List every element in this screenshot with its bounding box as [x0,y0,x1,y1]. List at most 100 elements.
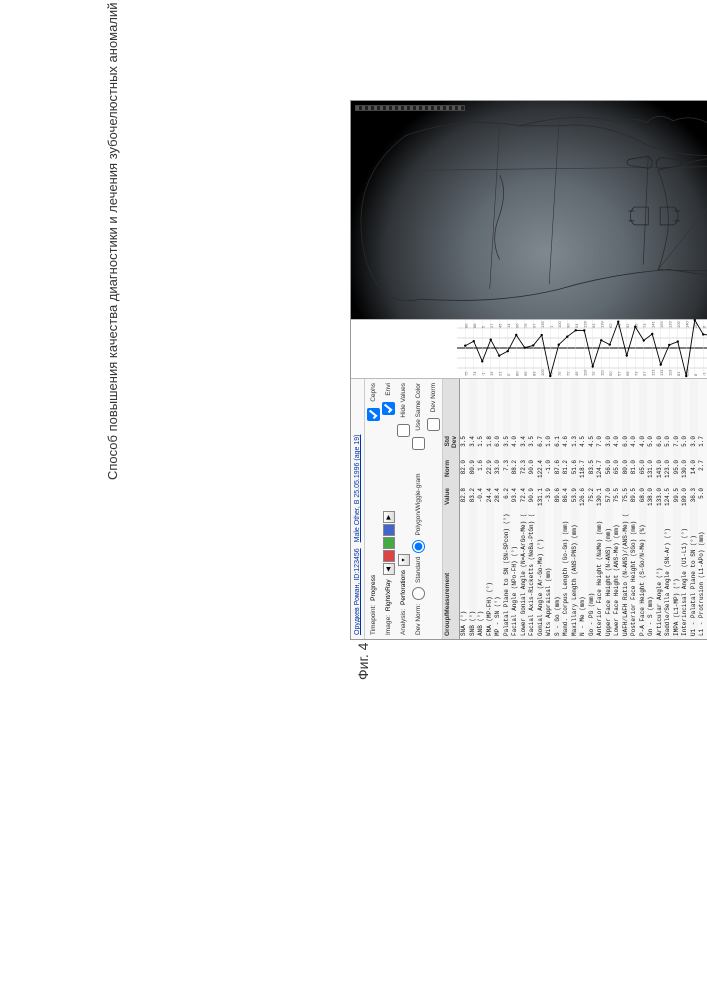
table-row[interactable]: Gonial Angle (Ar-Go-Me) (°)131.1122.46.7 [537,379,546,639]
table-row[interactable]: Posterior Face Height (SGo) (mm)89.581.0… [630,379,639,639]
meas-norm: 87.6 [554,458,563,486]
timepoint-label: Timepoint: [370,605,377,635]
table-row[interactable]: FMA (MP-FH) (°)24.422.91.8 [486,379,495,639]
meas-value: 5.0 [698,486,707,514]
table-row[interactable]: Articular Angle (°)133.0143.06.0 [656,379,665,639]
devnorm-label: Dev Norm: [415,604,422,635]
svg-text:75: 75 [463,371,468,376]
meas-name: Lower Gonial Angle (N=A-ArGo-Me) (°) [520,514,529,639]
color-button-red[interactable] [383,550,395,562]
meas-norm: 33.0 [494,458,503,486]
table-row[interactable]: Mand. Corpus Length (Go-Gn) (mm)86.481.2… [562,379,571,639]
svg-text:6: 6 [701,325,706,328]
meas-value: 126.6 [579,486,588,514]
meas-std: 3.5 [503,434,512,458]
patient-bar: Opyдкев Роман, ID:123456 Male Other, B 2… [351,379,365,639]
meas-std: 1.0 [545,434,554,458]
svg-text:14: 14 [506,323,511,328]
next-image-button[interactable]: ▶ [383,511,395,523]
meas-value: 83.2 [469,486,478,514]
meas-norm: 143.0 [656,458,665,486]
meas-name: Posterior Face Height (SGo) (mm) [630,514,639,639]
svg-text:8: 8 [693,373,698,376]
meas-value: 72.4 [520,486,529,514]
cephs-checkbox[interactable] [367,408,380,421]
meas-std: 7.0 [596,434,605,458]
table-row[interactable]: Wits Appraisal (mm)-3.9-1.01.0 [545,379,554,639]
prev-image-button[interactable]: ◀ [383,563,395,575]
sn-line [490,126,500,289]
table-row[interactable]: Palatal Plane to SN (SN-SPcon) (°)6.27.3… [503,379,512,639]
meas-norm: 80.9 [469,458,478,486]
table-row[interactable]: SNB (°)83.280.93.4 [469,379,478,639]
table-row[interactable]: Lower Gonial Angle (N=A-ArGo-Me) (°)72.4… [520,379,529,639]
analysis-dropdown[interactable]: ▾ [398,554,410,566]
table-row[interactable]: UAFH/LAFH Ratio (N-ANS)/(ANS-Me) (%)75.5… [622,379,631,639]
meas-name: Lower Face Height (ANS-Me) (mm) [613,514,622,639]
svg-text:68: 68 [625,371,630,376]
table-row[interactable]: MP - SN (°)28.433.06.0 [494,379,503,639]
meas-std: 3.4 [520,434,529,458]
standard-radio[interactable] [412,587,425,600]
meas-std: 5.0 [647,434,656,458]
meas-value: 53.9 [571,486,580,514]
table-row[interactable]: IMPA (L1-MP) (°)99.595.07.0 [673,379,682,639]
col-value: Value [443,486,459,514]
color-button-green[interactable] [383,537,395,549]
meas-norm: 65.0 [639,458,648,486]
palatal-plane-line [643,156,648,265]
envi-checkbox[interactable] [382,402,395,415]
table-row[interactable]: N - Me (mm)126.6118.74.5 [579,379,588,639]
perforations-value[interactable]: Perforations [400,570,407,605]
meas-name: ANB (°) [477,514,486,639]
svg-text:97: 97 [531,323,536,328]
meas-value: 28.4 [494,486,503,514]
meas-norm: 2.7 [698,458,707,486]
rightxray-value[interactable]: Right/xRay [385,579,392,611]
table-row[interactable]: S - Go (mm)89.687.66.1 [554,379,563,639]
table-row[interactable]: ANB (°)-0.41.61.5 [477,379,486,639]
table-row[interactable]: Lower Face Height (ANS-Me) (mm)75.565.04… [613,379,622,639]
meas-std: 3.0 [605,434,614,458]
table-row[interactable]: Saddle/Sella Angle (SN-Ar) (°)124.5123.0… [664,379,673,639]
table-row[interactable]: Gn - S (mm)138.0131.05.0 [647,379,656,639]
color-button-blue[interactable] [383,524,395,536]
devnorm2-checkbox[interactable] [427,418,440,431]
meas-name: SNA (°) [460,514,469,639]
table-row[interactable]: Maxillary Length (ANS-PNS) (mm)53.951.61… [571,379,580,639]
polygon-radio[interactable] [412,540,425,553]
svg-text:155: 155 [659,321,664,328]
svg-text:-1: -1 [480,372,485,376]
table-row[interactable]: L1 - Protrusion (L1-APo) (mm)5.02.71.7 [698,379,707,639]
svg-text:88: 88 [472,323,477,328]
patient-name-link[interactable]: Opyдкев Роман, ID:123456 [354,548,361,635]
table-row[interactable]: Facial Axis-Ricketts (NeBa-PtGn) (°)90.9… [528,379,537,639]
table-row[interactable]: Anterior Face Height (NaMe) (mm)130.1124… [596,379,605,639]
progress-value[interactable]: Progress [370,575,377,601]
svg-text:100: 100 [557,321,562,328]
meas-std: 3.0 [690,434,699,458]
table-row[interactable]: SNA (°)82.882.03.5 [460,379,469,639]
table-row[interactable]: Facial Angle (NPo-FH) (°)93.488.24.0 [511,379,520,639]
meas-std: 3.5 [528,434,537,458]
table-row[interactable]: U1 - Palatal Plane to SN (°)36.314.03.0 [690,379,699,639]
patient-info-link[interactable]: Male Other, B 25.05.1996 (age 19) [354,435,361,543]
samecolor-checkbox[interactable] [412,437,425,450]
meas-name: Mand. Corpus Length (Go-Gn) (mm) [562,514,571,639]
skull-outline [361,122,707,300]
table-row[interactable]: Go - PG (mm)75.283.54.5 [588,379,597,639]
lower-molar-outline [660,207,680,225]
svg-text:79: 79 [523,323,528,328]
hidevalues-checkbox[interactable] [397,424,410,437]
table-row[interactable]: Upper Face Height (N-ANS) (mm)57.056.03.… [605,379,614,639]
meas-name: UAFH/LAFH Ratio (N-ANS)/(ANS-Me) (%) [622,514,631,639]
meas-std: 3.5 [460,434,469,458]
meas-std: 5.0 [664,434,673,458]
table-row[interactable]: P-A Face Height (S-Go/N-Me) (%)68.065.04… [639,379,648,639]
meas-value: 75.5 [622,486,631,514]
xray-viewer[interactable] [351,101,707,319]
mandible-outline [658,151,707,271]
table-row[interactable]: Interincisal Angle (U1-L1) (°)109.0130.0… [681,379,690,639]
meas-name: Saddle/Sella Angle (SN-Ar) (°) [664,514,673,639]
meas-std: 5.0 [681,434,690,458]
